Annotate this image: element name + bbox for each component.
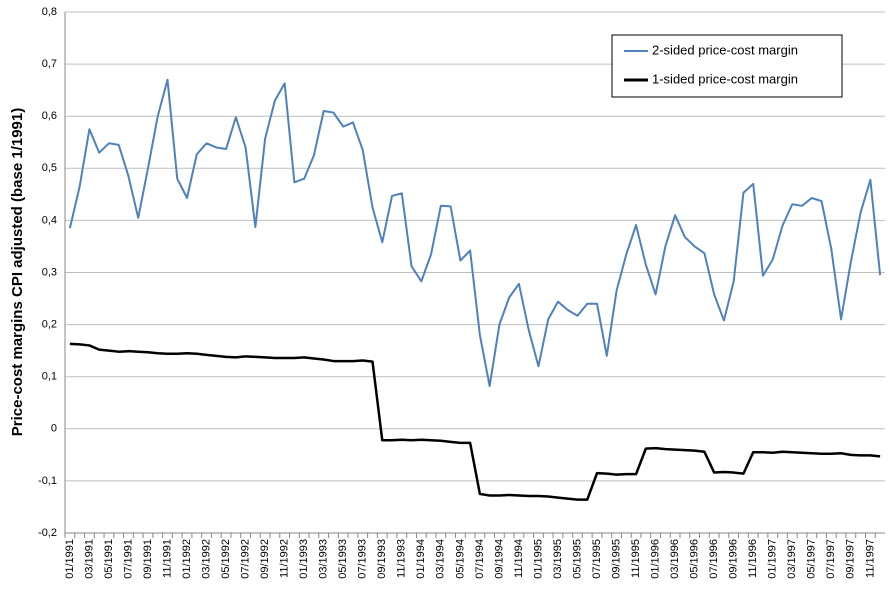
x-tick-label: 07/1992 (240, 539, 252, 579)
x-tick-label: 05/1996 (689, 539, 701, 579)
x-tick-label: 11/1996 (747, 539, 759, 578)
y-tick-label: 0,7 (42, 58, 57, 70)
x-tick-label: 07/1997 (825, 539, 837, 579)
x-tick-label: 07/1995 (591, 539, 603, 579)
x-tick-label: 05/1995 (571, 539, 583, 579)
x-tick-label: 09/1991 (142, 539, 154, 579)
x-tick-label: 11/1997 (864, 539, 876, 578)
y-tick-label: 0,5 (42, 162, 57, 174)
x-tick-label: 07/1996 (708, 539, 720, 579)
x-tick-label: 03/1995 (552, 539, 564, 579)
x-tick-label: 09/1995 (610, 539, 622, 579)
x-tick-label: 11/1995 (630, 539, 642, 578)
x-tick-label: 01/1993 (298, 539, 310, 579)
x-tick-label: 01/1996 (650, 539, 662, 579)
legend-label: 2-sided price-cost margin (652, 42, 798, 57)
x-tick-label: 01/1991 (64, 539, 76, 579)
x-tick-label: 03/1997 (786, 539, 798, 579)
y-axis-title: Price-cost margins CPI adjusted (base 1/… (9, 108, 26, 436)
x-tick-label: 01/1994 (415, 539, 427, 579)
x-tick-label: 09/1993 (376, 539, 388, 579)
y-tick-label: -0,2 (38, 527, 57, 539)
x-tick-label: 07/1993 (357, 539, 369, 579)
x-tick-label: 09/1992 (259, 539, 271, 579)
x-tick-label: 11/1993 (396, 539, 408, 578)
x-tick-label: 09/1994 (493, 539, 505, 579)
x-tick-label: 05/1991 (103, 539, 115, 579)
y-tick-label: 0,6 (42, 110, 57, 122)
x-tick-label: 05/1992 (220, 539, 232, 579)
legend-box (611, 34, 843, 98)
series-line (69, 342, 881, 501)
x-tick-label: 03/1992 (200, 539, 212, 579)
x-tick-label: 05/1994 (454, 539, 466, 579)
x-tick-label: 07/1994 (474, 539, 486, 579)
x-tick-label: 09/1996 (728, 539, 740, 579)
x-tick-label: 05/1993 (337, 539, 349, 579)
x-tick-label: 01/1997 (767, 539, 779, 579)
x-tick-label: 09/1997 (845, 539, 857, 579)
x-tick-label: 11/1991 (161, 539, 173, 578)
x-tick-label: 03/1994 (435, 539, 447, 579)
x-tick-label: 03/1991 (83, 539, 95, 579)
y-tick-label: 0,4 (42, 214, 57, 226)
y-tick-label: 0,3 (42, 266, 57, 278)
x-tick-label: 05/1997 (806, 539, 818, 579)
y-tick-label: 0,1 (42, 371, 57, 383)
y-tick-label: 0,8 (42, 6, 57, 18)
x-tick-label: 01/1995 (532, 539, 544, 579)
series-line (68, 78, 882, 388)
x-tick-label: 03/1993 (318, 539, 330, 579)
x-tick-label: 11/1994 (513, 539, 525, 578)
y-tick-label: 0,2 (42, 319, 57, 331)
x-tick-label: 01/1992 (181, 539, 193, 579)
x-tick-label: 03/1996 (669, 539, 681, 579)
x-tick-label: 07/1991 (122, 539, 134, 579)
legend-label: 1-sided price-cost margin (652, 71, 798, 86)
y-tick-label: -0,1 (38, 475, 57, 487)
x-tick-label: 11/1992 (279, 539, 291, 578)
y-tick-label: 0 (51, 423, 57, 435)
